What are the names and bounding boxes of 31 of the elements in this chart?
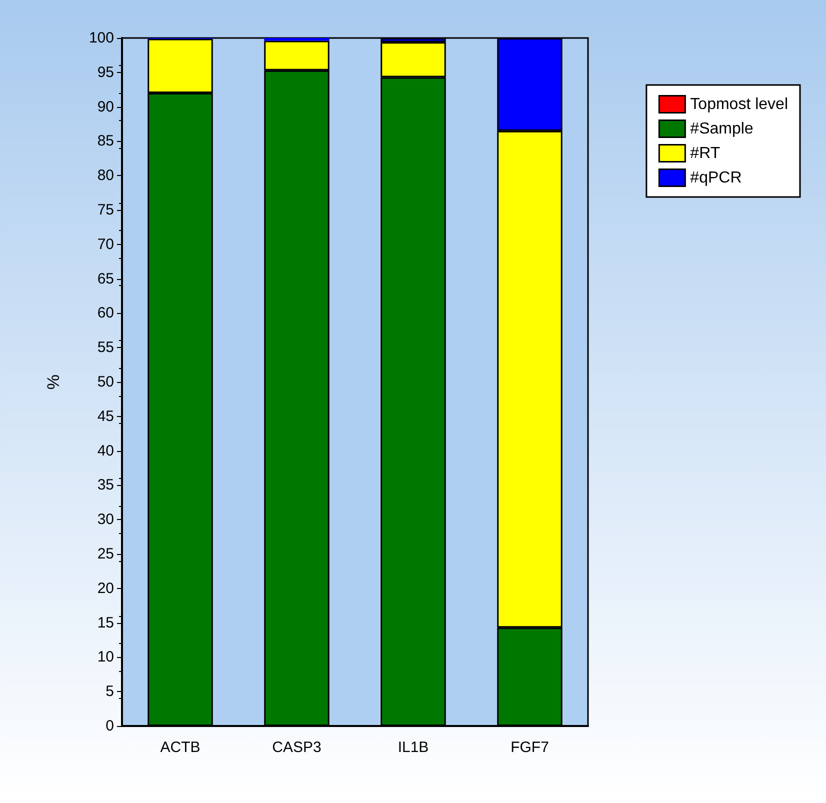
legend-label: #qPCR — [690, 169, 742, 186]
y-tick-label: 95 — [97, 64, 114, 81]
y-tick-label: 100 — [88, 30, 114, 46]
y-tick-label: 80 — [97, 167, 114, 184]
y-tick-label: 50 — [97, 374, 114, 390]
y-tick-label: 40 — [97, 442, 114, 460]
legend-label: #RT — [690, 144, 720, 162]
y-tick-label: 75 — [97, 202, 114, 218]
y-tick-label: 20 — [97, 580, 114, 597]
legend-label: #Sample — [690, 120, 754, 138]
y-tick-label: 15 — [97, 614, 114, 632]
y-tick-label: 65 — [97, 270, 114, 288]
x-tick-label: ACTB — [160, 739, 200, 756]
x-tick-label: IL1B — [398, 739, 429, 756]
y-tick-label: 25 — [97, 546, 114, 562]
y-tick-label: 35 — [97, 476, 114, 494]
bar — [264, 38, 330, 41]
y-tick-label: 30 — [97, 511, 114, 528]
y-tick-label: 85 — [97, 132, 114, 150]
y-tick-label: 70 — [97, 236, 114, 253]
x-tick-label: FGF7 — [510, 739, 549, 756]
y-tick-label: 5 — [106, 683, 114, 700]
legend-label: Topmost level — [690, 96, 788, 113]
y-tick-label: 0 — [106, 718, 114, 734]
y-tick-label: 60 — [97, 304, 114, 322]
y-tick-label: 55 — [97, 339, 114, 356]
x-tick-label: CASP3 — [272, 739, 322, 756]
y-tick-label: 90 — [97, 98, 114, 116]
y-tick-label: 45 — [97, 408, 114, 425]
y-axis-title: % — [44, 374, 63, 390]
y-tick-label: 10 — [97, 648, 114, 666]
